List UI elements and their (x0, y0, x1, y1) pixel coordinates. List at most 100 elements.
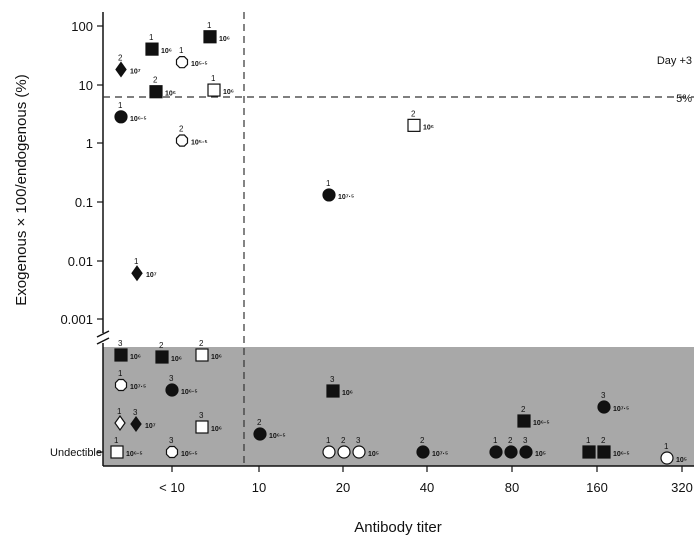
replicate-label: 3 (356, 436, 361, 445)
replicate-label: 1 (118, 369, 123, 378)
replicate-label: 2 (508, 436, 513, 445)
data-point: 1 10⁶ (203, 21, 230, 44)
data-point-marker (175, 134, 189, 147)
x-tick-label: < 10 (159, 480, 185, 495)
replicate-label: 2 (199, 339, 204, 348)
dose-label: 10⁶ (165, 91, 176, 98)
data-point: 1 10⁷·⁵ (114, 369, 146, 392)
replicate-label: 2 (159, 341, 164, 350)
dose-label: 10⁶ (171, 356, 182, 363)
replicate-label: 2 (601, 436, 606, 445)
data-point-marker (597, 445, 611, 459)
data-point-marker (165, 383, 179, 397)
x-ticks: < 10 10 20 40 80 160 320 (159, 466, 693, 495)
data-point-marker (416, 445, 430, 459)
threshold-label: 5% (676, 93, 692, 105)
data-point: 1 2 10⁶·⁵ (582, 436, 630, 459)
data-point: 1 10⁶·⁵ (110, 436, 143, 459)
x-tick-label: 320 (671, 480, 693, 495)
data-point-marker (322, 188, 336, 202)
data-point-marker (660, 451, 674, 465)
dose-label: 10⁷·⁵ (613, 406, 629, 413)
data-point-marker (582, 445, 596, 459)
replicate-label: 1 (134, 257, 139, 266)
data-point-marker (489, 445, 503, 459)
dose-label: 10⁵·⁵ (191, 140, 208, 147)
replicate-label: 2 (153, 76, 158, 85)
replicate-label: 2 (411, 109, 416, 118)
dose-label: 10⁶ (423, 124, 434, 131)
data-point-marker (517, 414, 531, 428)
data-point-marker (253, 427, 267, 441)
data-point-marker (114, 348, 128, 362)
replicate-label: 1 (326, 179, 331, 188)
dose-label: 10⁵·⁵ (181, 451, 198, 458)
data-point-marker (175, 55, 189, 69)
replicate-label: 3 (133, 408, 138, 417)
data-point: 1 10⁵ (660, 442, 687, 465)
dose-label: 10⁶·⁵ (613, 451, 630, 458)
dose-label: 10⁷ (146, 272, 157, 279)
data-point-marker (131, 265, 143, 282)
data-point-marker (149, 85, 163, 99)
replicate-label: 1 (664, 442, 669, 451)
data-point-marker (114, 414, 126, 432)
replicate-label: 2 (341, 436, 346, 445)
axis-break-2 (96, 337, 110, 345)
replicate-label: 1 (326, 436, 331, 445)
dose-label: 10⁶·⁵ (126, 451, 143, 458)
dose-label: 10⁵ (535, 451, 546, 458)
data-point-marker (352, 445, 366, 459)
undetectable-label: Undectible (50, 447, 102, 459)
data-point-marker (195, 348, 209, 362)
data-point: 2 10⁷ (115, 53, 141, 78)
dose-label: 10⁶·⁵ (181, 389, 198, 396)
data-point-marker (519, 445, 533, 459)
data-marks: 110⁶110⁶210⁷110⁵·⁵210⁶110⁶110⁶·⁵210⁵·⁵11… (110, 21, 687, 465)
data-point: 3 10⁶ (114, 339, 141, 362)
data-point: 1 (114, 407, 126, 432)
dose-label: 10⁷ (130, 68, 141, 75)
replicate-label: 3 (601, 391, 606, 400)
data-point-marker (326, 384, 340, 398)
data-point-marker (165, 445, 179, 459)
data-point: 2 10⁶·⁵ (253, 418, 286, 441)
data-point: 1 10⁷ (131, 257, 157, 282)
data-point: 3 10⁶ (195, 411, 222, 434)
data-point: 1 2 3 10⁵ (322, 436, 379, 459)
y-tick-label: 0.1 (75, 195, 93, 210)
dose-label: 10⁵ (368, 451, 379, 458)
data-point: 2 10⁷·⁵ (416, 436, 448, 459)
data-point-marker (115, 61, 127, 78)
y-ticks: 100 10 1 0.1 0.01 0.001 Undectible (50, 19, 103, 459)
y-tick-label: 1 (86, 136, 93, 151)
replicate-label: 3 (199, 411, 204, 420)
data-point-marker (504, 445, 518, 459)
dose-label: 10⁶ (211, 354, 222, 361)
data-point: 2 10⁶ (407, 109, 434, 132)
replicate-label: 1 (117, 407, 122, 416)
data-point: 3 10⁵·⁵ (165, 436, 198, 459)
data-point-marker (597, 400, 611, 414)
y-tick-label: 0.001 (60, 312, 93, 327)
replicate-label: 1 (149, 33, 154, 42)
replicate-label: 3 (523, 436, 528, 445)
data-point-marker (207, 83, 221, 97)
data-point: 2 10⁶ (149, 76, 176, 99)
data-point-marker (114, 110, 128, 124)
data-point-marker (145, 42, 159, 56)
data-point-marker (337, 445, 351, 459)
y-tick-label: 0.01 (68, 254, 93, 269)
replicate-label: 2 (179, 125, 184, 134)
dose-label: 10⁵ (676, 457, 687, 464)
x-tick-label: 20 (336, 480, 350, 495)
data-point-marker (110, 445, 124, 459)
day-annotation: Day +3 (657, 55, 692, 67)
replicate-label: 2 (420, 436, 425, 445)
replicate-label: 1 (207, 21, 212, 30)
data-point: 1 2 3 10⁵ (489, 436, 546, 459)
replicate-label: 2 (521, 405, 526, 414)
dose-label: 10⁷·⁵ (130, 384, 146, 391)
replicate-label: 3 (169, 374, 174, 383)
replicate-label: 2 (118, 53, 123, 62)
